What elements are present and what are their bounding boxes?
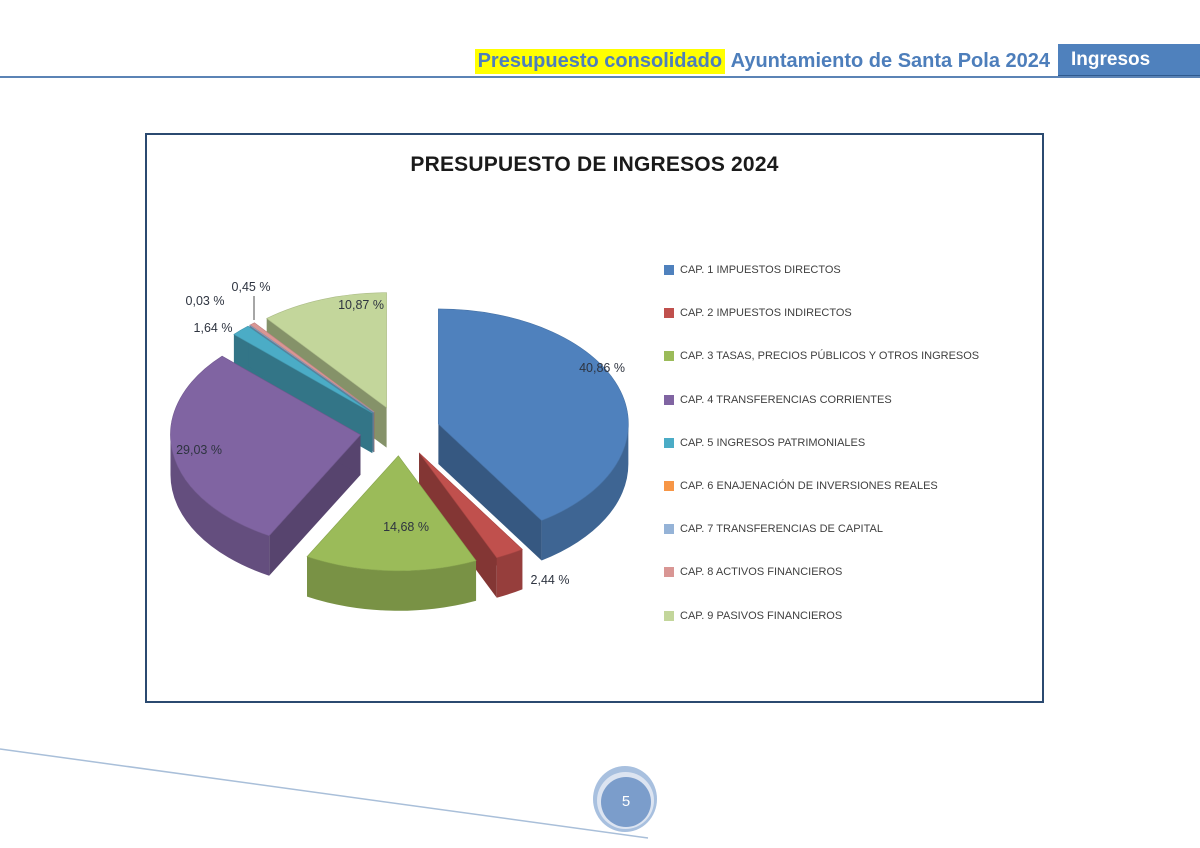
- slice-label: 2,44 %: [530, 573, 570, 587]
- legend-item: CAP. 1 IMPUESTOS DIRECTOS: [664, 263, 841, 277]
- legend-label: CAP. 5 INGRESOS PATRIMONIALES: [680, 436, 866, 449]
- slice-label: 1,64 %: [193, 321, 233, 335]
- pie-chart: [170, 292, 629, 611]
- pie-slice-face: [170, 434, 270, 576]
- pie-slice-face: [307, 556, 477, 611]
- legend-swatch-icon: [664, 610, 674, 621]
- chart-title: PRESUPUESTO DE INGRESOS 2024: [410, 153, 779, 176]
- legend-item: CAP. 4 TRANSFERENCIAS CORRIENTES: [664, 393, 892, 407]
- legend-label: CAP. 8 ACTIVOS FINANCIEROS: [680, 566, 843, 579]
- pie-slice-face: [233, 325, 373, 414]
- legend-swatch-icon: [664, 351, 674, 362]
- page-header: Presupuesto consolidado Ayuntamiento de …: [0, 46, 1050, 76]
- pie-slice-face: [496, 549, 523, 598]
- header-rule: [0, 76, 1200, 78]
- legend-item: CAP. 8 ACTIVOS FINANCIEROS: [664, 565, 842, 579]
- chart-frame: PRESUPUESTO DE INGRESOS 2024 40,86 % 2,44…: [145, 133, 1044, 703]
- legend-item: CAP. 6 ENAJENACIÓN DE INVERSIONES REALES: [664, 479, 938, 493]
- legend-item: CAP. 9 PASIVOS FINANCIEROS: [664, 609, 842, 623]
- legend-item: CAP. 3 TASAS, PRECIOS PÚBLICOS Y OTROS I…: [664, 349, 979, 363]
- slice-label: 14,68 %: [383, 520, 429, 534]
- legend-label: CAP. 4 TRANSFERENCIAS CORRIENTES: [680, 393, 892, 406]
- header-title: Ayuntamiento de Santa Pola 2024: [730, 49, 1050, 72]
- legend-swatch-icon: [664, 265, 674, 275]
- header-highlighted-title: Presupuesto consolidado: [474, 48, 726, 74]
- legend-item: CAP. 2 IMPUESTOS INDIRECTOS: [664, 306, 852, 320]
- pie-slice-face: [541, 423, 629, 561]
- header-section-tab: Ingresos: [1058, 44, 1200, 77]
- legend-item: CAP. 7 TRANSFERENCIAS DE CAPITAL: [664, 522, 883, 536]
- legend-swatch-icon: [664, 437, 674, 448]
- page-number-badge: 5: [601, 777, 651, 827]
- legend-label: CAP. 1 IMPUESTOS DIRECTOS: [680, 264, 841, 276]
- pie-slice-face: [418, 452, 523, 559]
- slice-label: 10,87 %: [338, 298, 384, 312]
- legend-swatch-icon: [664, 567, 674, 578]
- pie-slice-face: [266, 292, 387, 409]
- slice-label: 0,45 %: [231, 280, 271, 294]
- legend-label: CAP. 9 PASIVOS FINANCIEROS: [680, 609, 843, 622]
- pie-slice-face: [170, 355, 361, 537]
- pie-slice-face: [306, 455, 477, 572]
- legend-swatch-icon: [664, 308, 674, 319]
- legend-swatch-icon: [664, 524, 674, 535]
- slice-label: 29,03 %: [176, 443, 222, 457]
- slice-label: 40,86 %: [579, 361, 625, 375]
- legend-swatch-icon: [664, 394, 674, 405]
- pie-slice-face: [269, 434, 361, 576]
- legend-item: CAP. 5 INGRESOS PATRIMONIALES: [664, 436, 865, 450]
- legend-swatch-icon: [664, 481, 674, 491]
- slice-label: 0,03 %: [185, 294, 225, 308]
- pie-slice-face: [419, 452, 497, 598]
- legend-label: CAP. 7 TRANSFERENCIAS DE CAPITAL: [680, 523, 883, 536]
- legend-label: CAP. 2 IMPUESTOS INDIRECTOS: [680, 307, 852, 320]
- legend-label: CAP. 6 ENAJENACIÓN DE INVERSIONES REALES: [680, 480, 938, 492]
- pie-slice-face: [438, 423, 542, 561]
- legend-label: CAP. 3 TASAS, PRECIOS PÚBLICOS Y OTROS I…: [680, 350, 980, 363]
- pie-slice-face: [438, 308, 629, 521]
- pie-slice-face: [248, 324, 375, 413]
- pie-slice-face: [249, 322, 375, 413]
